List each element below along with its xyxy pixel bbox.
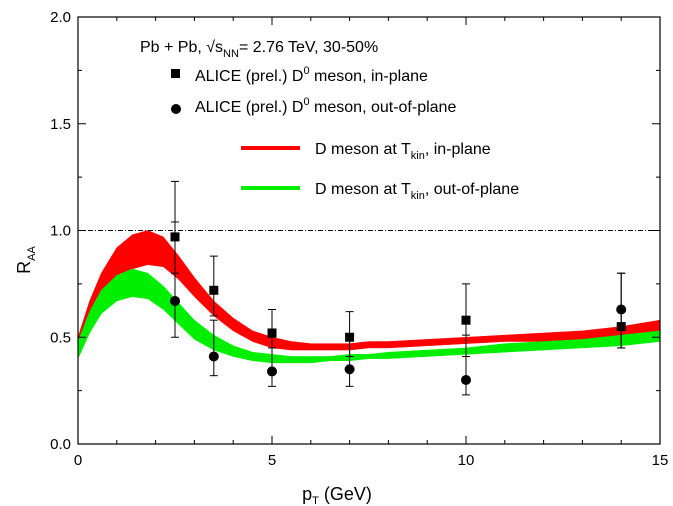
model-bands [77, 230, 661, 364]
y-tick-label: 1.0 [50, 223, 71, 240]
data-point-circle [267, 366, 277, 377]
x-tick-label: 10 [458, 452, 475, 469]
data-point-square [461, 315, 471, 325]
legend-label-band-in: D meson at Tkin, in-plane [315, 141, 491, 162]
data-point-square [209, 285, 219, 295]
chart-title: Pb + Pb, √sNN= 2.76 TeV, 30-50% [140, 39, 378, 60]
x-tick-label: 0 [74, 452, 82, 469]
axis-ticks: 0 5 10 15 0.0 0.5 1.0 1.5 2.0 [50, 9, 668, 469]
data-point-circle [461, 374, 471, 385]
legend-label-band-out: D meson at Tkin, out-of-plane [315, 181, 519, 202]
x-tick-label: 15 [652, 452, 669, 469]
legend: ALICE (prel.) D0 meson, in-plane ALICE (… [171, 65, 519, 202]
legend-marker-square [171, 69, 180, 78]
y-tick-label: 2.0 [50, 9, 71, 26]
data-points [170, 180, 627, 396]
y-tick-label: 0.0 [50, 436, 71, 453]
y-axis-title: RAA [14, 246, 38, 274]
legend-label-alice-in: ALICE (prel.) D0 meson, in-plane [195, 65, 428, 85]
y-tick-label: 0.5 [50, 329, 71, 346]
band-out-of-plane [77, 268, 661, 364]
data-point-circle [170, 295, 180, 306]
data-point-circle [344, 364, 355, 375]
data-point-square [267, 328, 277, 338]
legend-label-alice-out: ALICE (prel.) D0 meson, out-of-plane [195, 96, 456, 116]
x-tick-label: 5 [268, 452, 276, 469]
data-point-circle [208, 351, 219, 362]
x-axis-title: pT (GeV) [302, 484, 372, 506]
data-point-circle [616, 304, 627, 315]
legend-marker-circle [171, 104, 181, 114]
title-block: Pb + Pb, √sNN= 2.76 TeV, 30-50% [140, 39, 378, 60]
y-tick-label: 1.5 [50, 116, 71, 133]
